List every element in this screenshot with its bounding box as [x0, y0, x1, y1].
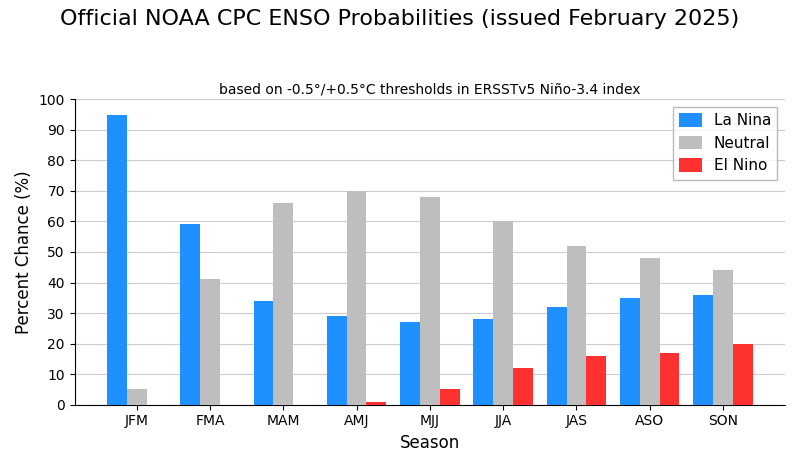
Bar — [440, 389, 459, 405]
Bar — [200, 279, 220, 405]
Bar — [254, 301, 274, 405]
Bar — [494, 221, 513, 405]
X-axis label: Season: Season — [400, 434, 460, 452]
Title: based on -0.5°/+0.5°C thresholds in ERSSTv5 Niño-3.4 index: based on -0.5°/+0.5°C thresholds in ERSS… — [219, 83, 641, 97]
Bar — [620, 298, 640, 405]
Bar — [640, 258, 660, 405]
Bar — [327, 316, 346, 405]
Bar — [274, 203, 293, 405]
Bar — [126, 389, 146, 405]
Bar — [400, 322, 420, 405]
Bar — [366, 402, 386, 405]
Bar — [420, 197, 440, 405]
Legend: La Nina, Neutral, El Nino: La Nina, Neutral, El Nino — [673, 107, 778, 180]
Bar — [346, 191, 366, 405]
Y-axis label: Percent Chance (%): Percent Chance (%) — [15, 170, 33, 334]
Bar — [107, 114, 126, 405]
Bar — [566, 246, 586, 405]
Bar — [474, 319, 494, 405]
Bar — [713, 270, 733, 405]
Bar — [733, 344, 753, 405]
Bar — [546, 307, 566, 405]
Bar — [694, 295, 713, 405]
Bar — [513, 368, 533, 405]
Bar — [586, 356, 606, 405]
Bar — [180, 225, 200, 405]
Text: Official NOAA CPC ENSO Probabilities (issued February 2025): Official NOAA CPC ENSO Probabilities (is… — [60, 9, 740, 29]
Bar — [660, 353, 679, 405]
